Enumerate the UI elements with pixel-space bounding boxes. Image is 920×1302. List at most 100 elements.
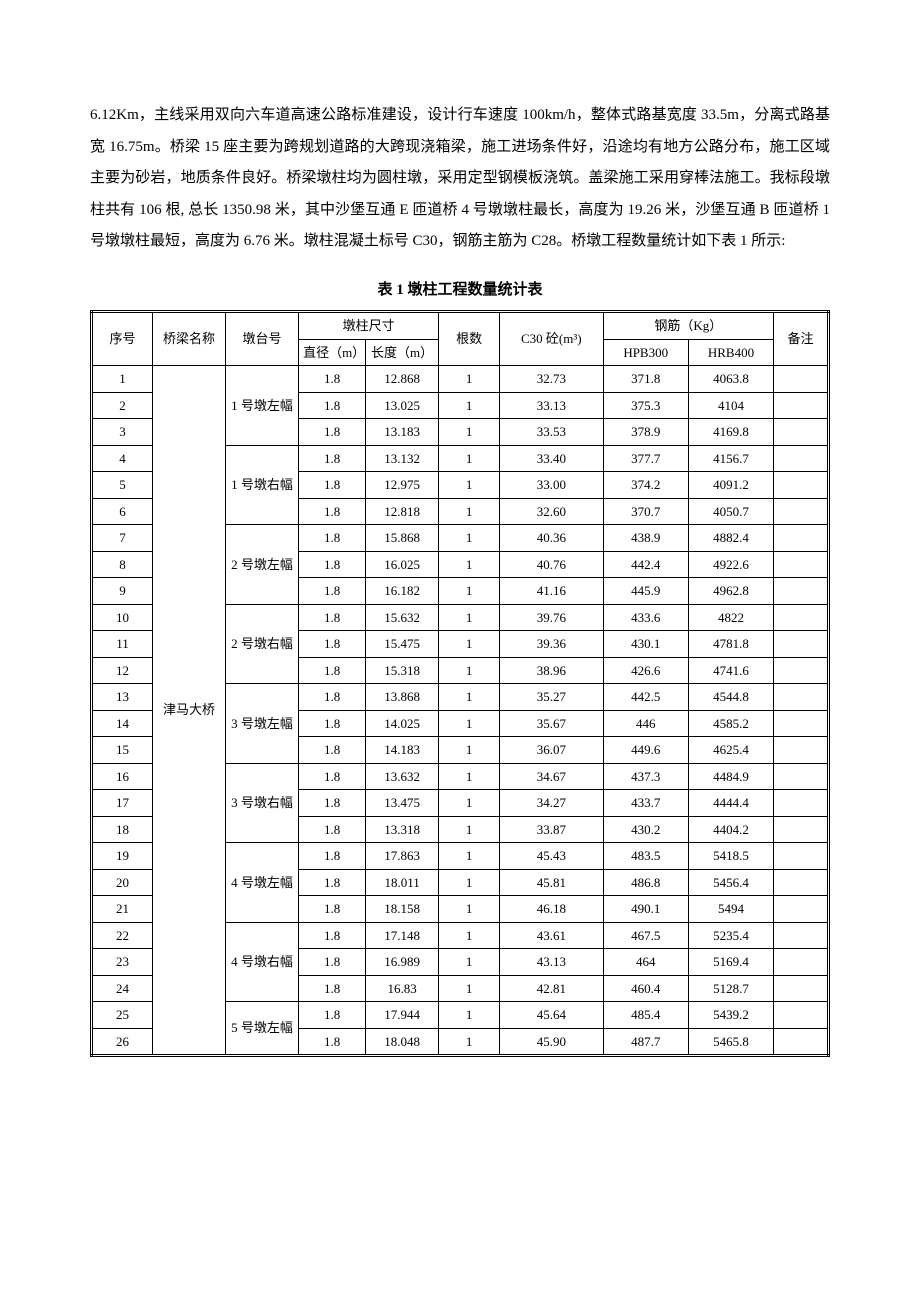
cell-diameter: 1.8 [299, 392, 366, 419]
cell-length: 17.863 [366, 843, 439, 870]
cell-count: 1 [439, 472, 500, 499]
cell-diameter: 1.8 [299, 684, 366, 711]
cell-c30: 41.16 [500, 578, 604, 605]
cell-c30: 35.67 [500, 710, 604, 737]
cell-length: 16.83 [366, 975, 439, 1002]
cell-note [774, 843, 829, 870]
cell-hrb400: 5418.5 [688, 843, 773, 870]
cell-count: 1 [439, 657, 500, 684]
cell-pier-no: 4 号墩右幅 [225, 922, 298, 1002]
cell-hrb400: 4882.4 [688, 525, 773, 552]
cell-count: 1 [439, 843, 500, 870]
cell-hpb300: 490.1 [603, 896, 688, 923]
cell-length: 13.132 [366, 445, 439, 472]
cell-diameter: 1.8 [299, 710, 366, 737]
cell-count: 1 [439, 896, 500, 923]
cell-c30: 33.00 [500, 472, 604, 499]
cell-pier-no: 1 号墩右幅 [225, 445, 298, 525]
cell-pier-no: 2 号墩右幅 [225, 604, 298, 684]
cell-hrb400: 4091.2 [688, 472, 773, 499]
header-length: 长度（m） [366, 339, 439, 366]
cell-length: 13.632 [366, 763, 439, 790]
cell-length: 18.011 [366, 869, 439, 896]
cell-seq: 8 [92, 551, 153, 578]
cell-c30: 40.36 [500, 525, 604, 552]
cell-seq: 25 [92, 1002, 153, 1029]
cell-note [774, 949, 829, 976]
header-pierno: 墩台号 [225, 312, 298, 366]
cell-c30: 39.76 [500, 604, 604, 631]
cell-diameter: 1.8 [299, 604, 366, 631]
cell-length: 12.975 [366, 472, 439, 499]
cell-c30: 45.64 [500, 1002, 604, 1029]
cell-hrb400: 4444.4 [688, 790, 773, 817]
cell-diameter: 1.8 [299, 922, 366, 949]
cell-note [774, 896, 829, 923]
cell-note [774, 578, 829, 605]
cell-seq: 3 [92, 419, 153, 446]
cell-seq: 21 [92, 896, 153, 923]
cell-hpb300: 486.8 [603, 869, 688, 896]
cell-hrb400: 4962.8 [688, 578, 773, 605]
cell-hpb300: 483.5 [603, 843, 688, 870]
cell-hrb400: 4781.8 [688, 631, 773, 658]
cell-hpb300: 433.7 [603, 790, 688, 817]
cell-length: 15.475 [366, 631, 439, 658]
cell-seq: 18 [92, 816, 153, 843]
cell-diameter: 1.8 [299, 551, 366, 578]
cell-c30: 42.81 [500, 975, 604, 1002]
table-body: 1津马大桥1 号墩左幅1.812.868132.73371.84063.821.… [92, 366, 829, 1056]
cell-length: 14.183 [366, 737, 439, 764]
cell-diameter: 1.8 [299, 816, 366, 843]
cell-diameter: 1.8 [299, 790, 366, 817]
cell-hrb400: 4741.6 [688, 657, 773, 684]
cell-hrb400: 4156.7 [688, 445, 773, 472]
cell-length: 17.944 [366, 1002, 439, 1029]
cell-count: 1 [439, 949, 500, 976]
cell-seq: 14 [92, 710, 153, 737]
cell-hpb300: 460.4 [603, 975, 688, 1002]
cell-length: 16.989 [366, 949, 439, 976]
cell-seq: 22 [92, 922, 153, 949]
cell-count: 1 [439, 1002, 500, 1029]
cell-diameter: 1.8 [299, 843, 366, 870]
cell-length: 18.048 [366, 1028, 439, 1056]
cell-diameter: 1.8 [299, 472, 366, 499]
header-diameter: 直径（m） [299, 339, 366, 366]
cell-length: 13.025 [366, 392, 439, 419]
cell-diameter: 1.8 [299, 975, 366, 1002]
cell-hpb300: 442.4 [603, 551, 688, 578]
cell-hpb300: 445.9 [603, 578, 688, 605]
cell-note [774, 392, 829, 419]
cell-count: 1 [439, 869, 500, 896]
cell-c30: 39.36 [500, 631, 604, 658]
cell-pier-no: 3 号墩左幅 [225, 684, 298, 764]
cell-note [774, 710, 829, 737]
cell-hpb300: 430.1 [603, 631, 688, 658]
cell-hpb300: 370.7 [603, 498, 688, 525]
cell-hrb400: 4104 [688, 392, 773, 419]
table-title: 表 1 墩柱工程数量统计表 [90, 276, 830, 305]
cell-note [774, 366, 829, 393]
cell-hpb300: 437.3 [603, 763, 688, 790]
cell-c30: 40.76 [500, 551, 604, 578]
header-note: 备注 [774, 312, 829, 366]
cell-length: 13.868 [366, 684, 439, 711]
cell-c30: 45.90 [500, 1028, 604, 1056]
cell-hrb400: 5494 [688, 896, 773, 923]
cell-note [774, 684, 829, 711]
cell-count: 1 [439, 975, 500, 1002]
cell-count: 1 [439, 498, 500, 525]
header-hrb400: HRB400 [688, 339, 773, 366]
cell-hrb400: 5169.4 [688, 949, 773, 976]
cell-seq: 17 [92, 790, 153, 817]
cell-hpb300: 378.9 [603, 419, 688, 446]
header-hpb300: HPB300 [603, 339, 688, 366]
cell-length: 16.025 [366, 551, 439, 578]
cell-seq: 11 [92, 631, 153, 658]
cell-diameter: 1.8 [299, 498, 366, 525]
cell-note [774, 975, 829, 1002]
cell-length: 15.318 [366, 657, 439, 684]
header-rebar: 钢筋（Kg） [603, 312, 774, 340]
cell-c30: 32.60 [500, 498, 604, 525]
